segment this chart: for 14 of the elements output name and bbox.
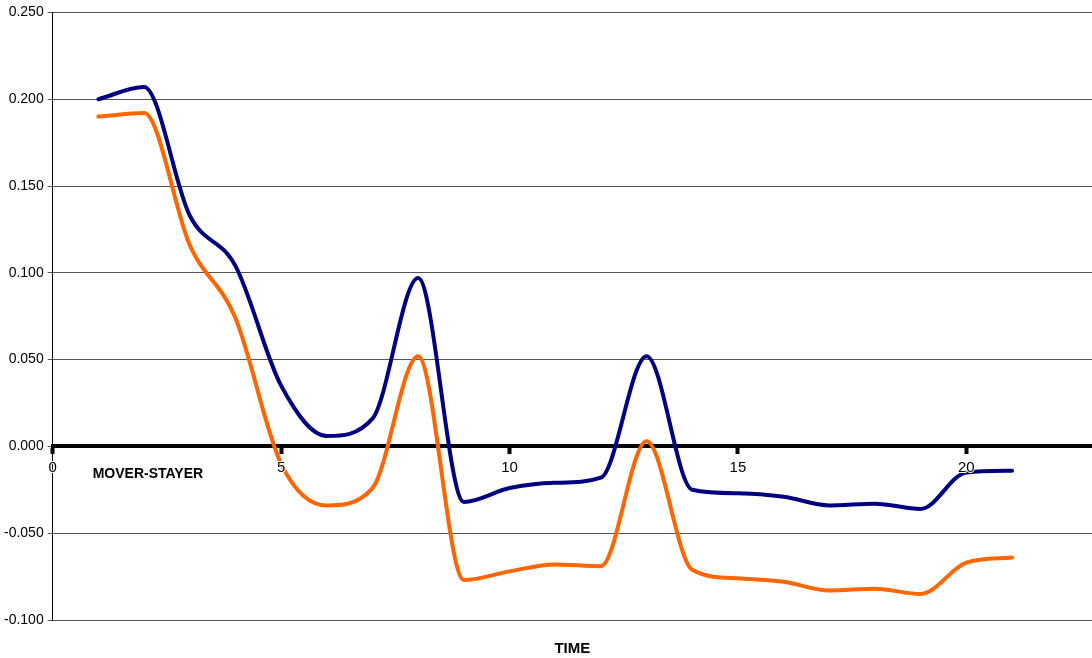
- y-tick-label: 0.000: [8, 437, 44, 454]
- x-tick-label: 10: [501, 458, 518, 476]
- y-tick-label: -0.100: [3, 610, 44, 627]
- x-tick-label: 20: [958, 458, 975, 476]
- x-tick-label: 5: [276, 458, 286, 476]
- x-axis-title: TIME: [554, 639, 591, 657]
- x-tick-label: 15: [729, 458, 747, 476]
- y-tick-label: -0.050: [3, 524, 44, 541]
- y-tick-label: 0.100: [8, 263, 44, 280]
- y-tick-label: 0.200: [8, 90, 44, 107]
- y-tick-label: 0.250: [8, 3, 44, 20]
- annotation: MOVER-STAYER: [92, 465, 204, 482]
- y-tick-label: 0.050: [8, 350, 44, 367]
- y-tick-label: 0.150: [8, 176, 44, 193]
